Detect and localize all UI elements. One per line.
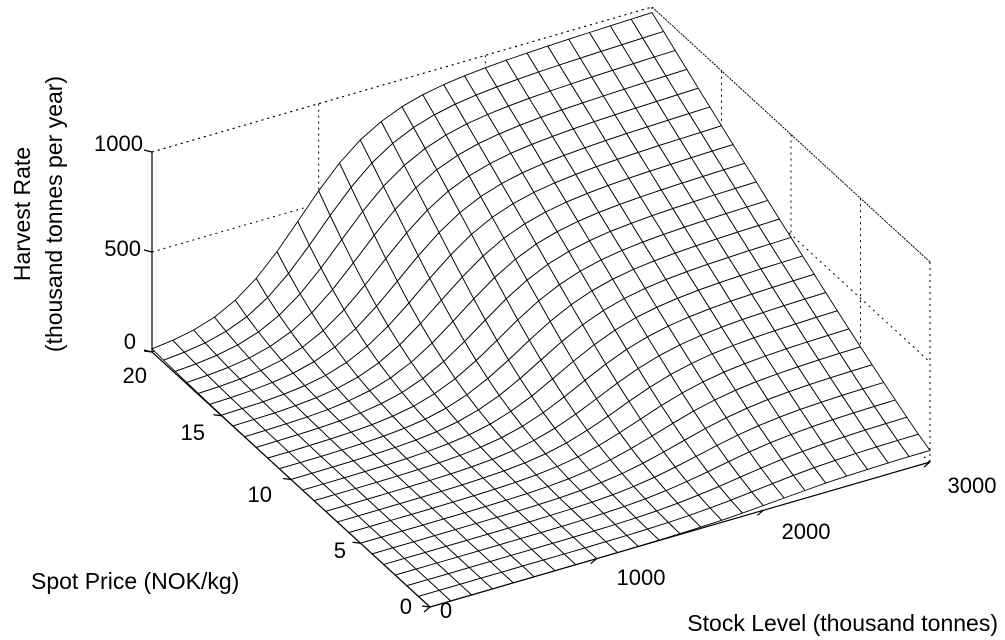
y-tick-label: 10 <box>248 482 272 507</box>
z-gridline <box>151 6 653 153</box>
x-tick-label: 3000 <box>948 473 997 498</box>
z-tick-label: 0 <box>124 329 136 354</box>
z-tick-label: 500 <box>104 236 141 261</box>
z-tick-mark <box>143 349 153 353</box>
x-tick-mark <box>590 558 598 565</box>
x-tick-label: 0 <box>440 598 452 623</box>
z-tick-labels: 0 500 1000 <box>94 131 143 354</box>
y-tick-mark <box>352 541 361 544</box>
surface-patch <box>897 433 931 458</box>
x-tick-mark <box>756 509 764 516</box>
surface-mesh <box>151 12 931 608</box>
x-tick-label: 1000 <box>617 565 666 590</box>
y-tick-label: 15 <box>181 420 205 445</box>
y-tick-mark <box>282 477 292 481</box>
z-axis-label: Harvest Rate (thousand tonnes per year) <box>9 76 67 352</box>
x-axis-label: Stock Level (thousand tonnes) <box>687 610 998 636</box>
x-tick-labels: 0 1000 2000 3000 <box>440 473 997 623</box>
y-tick-label: 0 <box>400 594 412 619</box>
y-tick-label: 20 <box>123 363 147 388</box>
y-tick-label: 5 <box>334 538 346 563</box>
y-tick-labels: 0 5 10 15 20 <box>123 363 412 619</box>
x-tick-label: 2000 <box>782 519 831 544</box>
z-tick-label: 1000 <box>94 131 143 156</box>
x-axis-line <box>429 461 931 608</box>
z-axis-label-line2: (thousand tonnes per year) <box>41 76 67 352</box>
y-axis-label: Spot Price (NOK/kg) <box>31 568 239 594</box>
axes-lines <box>143 149 931 613</box>
z-axis-label-line1: Harvest Rate <box>9 147 35 281</box>
x-tick-mark <box>423 606 431 613</box>
y-tick-mark <box>421 605 431 608</box>
x-tick-mark <box>923 461 931 468</box>
z-tick-mark <box>143 149 153 153</box>
z-tick-mark <box>143 249 153 253</box>
y-tick-mark <box>213 414 222 417</box>
